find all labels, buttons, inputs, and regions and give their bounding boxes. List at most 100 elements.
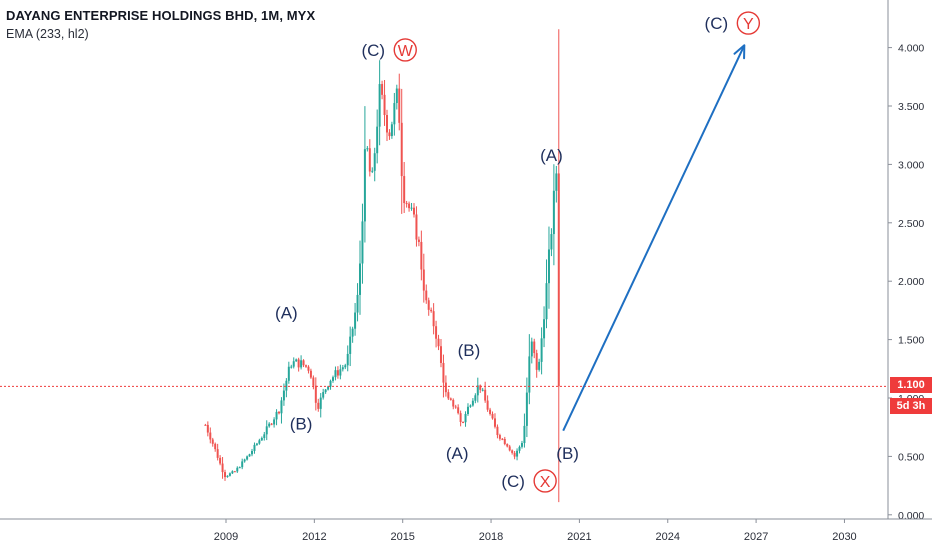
candle xyxy=(555,165,558,203)
candle-body xyxy=(513,452,516,457)
candle-body xyxy=(275,411,278,420)
candle xyxy=(481,388,484,392)
candle-body xyxy=(231,471,234,474)
candle-body xyxy=(305,365,308,367)
candle-body xyxy=(545,283,548,320)
candle xyxy=(282,383,285,406)
candle xyxy=(265,420,268,441)
candle-body xyxy=(518,446,521,451)
indicator-label[interactable]: EMA (233, hl2) xyxy=(6,27,89,41)
candle xyxy=(533,338,536,359)
candle xyxy=(393,92,396,136)
candle-body xyxy=(474,395,477,401)
candle xyxy=(253,442,256,454)
candle xyxy=(290,364,293,369)
wave-label-text[interactable]: (A) xyxy=(540,146,563,165)
candle-body xyxy=(385,115,388,133)
candle xyxy=(204,423,207,426)
candle-body xyxy=(332,377,335,381)
candle-body xyxy=(415,214,418,240)
candle xyxy=(469,404,472,408)
candle xyxy=(410,202,413,211)
candle-body xyxy=(540,338,543,362)
candle xyxy=(435,320,438,348)
wave-label[interactable]: (A) xyxy=(540,146,563,165)
wave-label[interactable]: (A) xyxy=(275,304,298,323)
candle-body xyxy=(408,203,411,209)
y-axis[interactable]: 0.0000.5001.0001.5002.0002.5003.0003.500… xyxy=(887,0,924,522)
candle xyxy=(280,397,283,424)
candle xyxy=(447,389,450,400)
x-tick-label: 2009 xyxy=(214,531,238,543)
candle xyxy=(376,109,379,164)
wave-label-text[interactable]: (C) xyxy=(501,472,525,491)
candle-body xyxy=(322,392,325,398)
candle xyxy=(449,397,452,401)
wave-label-text[interactable]: (A) xyxy=(446,444,469,463)
wave-label-text[interactable]: (A) xyxy=(275,304,298,323)
candle xyxy=(356,283,359,322)
y-tick-label: 1.500 xyxy=(898,335,924,347)
candle xyxy=(535,349,538,378)
y-tick-label: 0.500 xyxy=(898,451,924,463)
candle-body xyxy=(466,406,469,414)
candle-body xyxy=(425,290,428,301)
candle xyxy=(528,334,531,405)
wave-label-text[interactable]: (C) xyxy=(705,14,729,33)
candle-body xyxy=(557,173,560,387)
candle-body xyxy=(204,424,207,426)
candle xyxy=(493,413,496,429)
x-tick-label: 2018 xyxy=(479,531,503,543)
candle xyxy=(425,284,428,304)
candle xyxy=(525,377,528,438)
wave-label[interactable]: (B) xyxy=(290,415,313,434)
wave-label[interactable]: (C) X xyxy=(501,469,557,493)
candle-body xyxy=(336,370,339,376)
candle-body xyxy=(403,176,406,204)
wave-label[interactable]: (C) W xyxy=(361,38,417,62)
candle xyxy=(224,469,227,481)
candle-body xyxy=(430,309,433,312)
candle xyxy=(422,253,425,303)
candle xyxy=(523,413,526,448)
candle xyxy=(341,364,344,372)
x-axis[interactable]: 2009 2012 2015 2018 2021 2024 2027 2030 xyxy=(0,518,932,543)
wave-label-text[interactable]: (C) xyxy=(361,41,385,60)
candle xyxy=(268,422,271,428)
candle-body xyxy=(346,353,349,366)
candle-body xyxy=(253,444,256,451)
candle xyxy=(317,398,320,412)
candle xyxy=(319,393,322,418)
wave-label-text[interactable]: (B) xyxy=(458,341,481,360)
wave-label[interactable]: (B) xyxy=(458,341,481,360)
candle xyxy=(349,326,352,367)
symbol-title[interactable]: DAYANG ENTERPRISE HOLDINGS BHD, 1M, MYX xyxy=(6,8,316,23)
candle xyxy=(543,306,546,348)
candle-body xyxy=(366,148,369,150)
candle-body xyxy=(263,434,266,438)
projection-arrow-line[interactable] xyxy=(562,44,746,432)
candle xyxy=(307,365,310,374)
projection-arrow[interactable] xyxy=(562,44,746,432)
candle-body xyxy=(358,263,361,295)
candle-body xyxy=(481,389,484,391)
wave-label-text[interactable]: (B) xyxy=(556,444,579,463)
wave-label[interactable]: (C) Y xyxy=(705,11,761,35)
projection-arrow-head[interactable] xyxy=(733,44,746,60)
candle-body xyxy=(476,385,479,396)
candle-body xyxy=(349,336,352,354)
candle-body xyxy=(307,366,310,371)
wave-label-text[interactable]: (B) xyxy=(290,415,313,434)
candle xyxy=(518,445,521,454)
candle xyxy=(339,364,342,380)
wave-label[interactable]: (A) xyxy=(446,444,469,463)
candle-body xyxy=(221,463,224,473)
candle-body xyxy=(243,459,246,462)
wave-label[interactable]: (B) xyxy=(556,444,579,463)
candle-body xyxy=(491,413,494,419)
candle-body xyxy=(395,88,398,104)
y-tick-label: 0.000 xyxy=(898,510,924,522)
wave-annotations[interactable]: (C) W (A) (B) (B) (A) (C) X (A) (B) (C) Y xyxy=(275,11,761,493)
